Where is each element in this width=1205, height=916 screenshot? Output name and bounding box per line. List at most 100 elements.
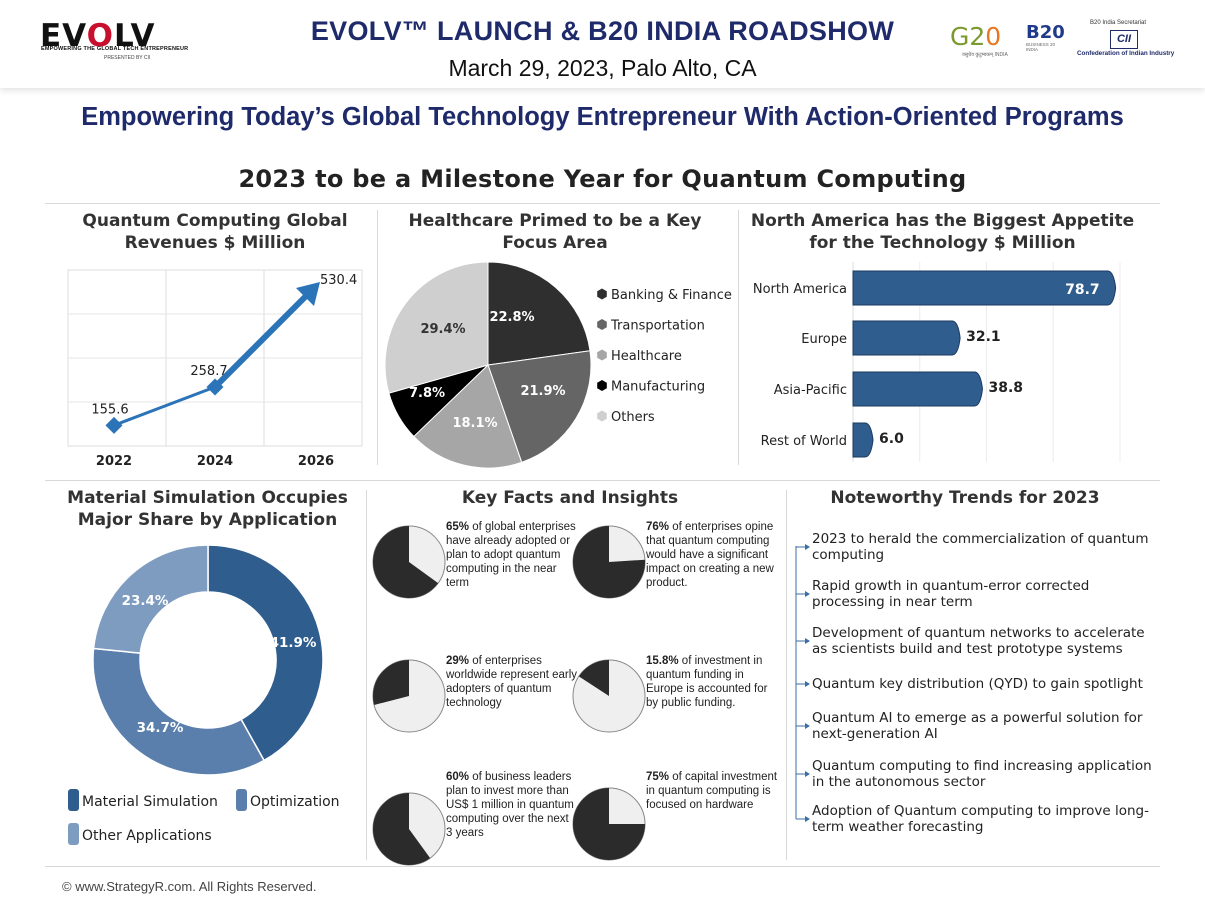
arrow-icon: [805, 681, 810, 687]
fact-pie-share: [573, 526, 645, 598]
pie-label-4: 29.4%: [420, 322, 465, 337]
legend-marker-3: [597, 380, 607, 391]
fact-description: of investment in quantum funding in Euro…: [646, 655, 768, 709]
legend-label-1: Transportation: [610, 319, 705, 334]
legend-marker-0: [597, 288, 607, 300]
pie-label-1: 21.9%: [520, 384, 565, 399]
bar-rest-of-world: [852, 422, 874, 458]
divider-top: [45, 203, 1160, 204]
y-tick-2: Asia-Pacific: [774, 383, 847, 398]
donut-legend-marker-2: [68, 823, 79, 845]
trend-item: Quantum AI to emerge as a powerful solut…: [812, 710, 1143, 742]
trend-item: Quantum key distribution (QYD) to gain s…: [812, 676, 1143, 692]
bar-value-1: 32.1: [966, 329, 1001, 345]
donut-slice-optimization: [92, 647, 266, 776]
fact-pie-share: [373, 660, 409, 705]
fact-pie-icon: [572, 787, 646, 861]
fact-text: 29% of enterprises worldwide represent e…: [446, 654, 578, 710]
fact-percentage: 75%: [646, 771, 670, 783]
bar-value-2: 38.8: [988, 380, 1023, 396]
evolv-logo: EVOLV: [40, 18, 156, 54]
healthcare-chart-title: Healthcare Primed to be a Key Focus Area: [408, 211, 702, 253]
bar-asia-pacific: [852, 371, 983, 407]
material-chart-title: Material Simulation Occupies Major Share …: [67, 488, 348, 530]
donut-label-2: 23.4%: [122, 593, 169, 609]
arrow-icon: [805, 771, 810, 777]
cii-logo: CII: [1110, 30, 1138, 49]
header-band: [0, 0, 1205, 88]
fact-text: 15.8% of investment in quantum funding i…: [646, 654, 778, 710]
trend-item: Development of quantum networks to accel…: [812, 625, 1145, 657]
fact-description: of business leaders plan to invest more …: [446, 771, 574, 839]
fact-pie-icon: [372, 792, 446, 866]
fact-text: 75% of capital investment in quantum com…: [646, 770, 778, 812]
revenue-chart-title: Quantum Computing Global Revenues $ Milli…: [82, 211, 348, 253]
pie-label-0: 22.8%: [489, 310, 534, 325]
fact-card: 29% of enterprises worldwide represent e…: [366, 649, 581, 769]
fact-percentage: 76%: [646, 521, 670, 533]
fact-description: of enterprises worldwide represent early…: [446, 655, 578, 709]
donut-slice-material-simulation: [207, 544, 324, 762]
infographic-title: 2023 to be a Milestone Year for Quantum …: [238, 165, 967, 193]
x-tick-2026: 2026: [298, 454, 334, 469]
fact-card: 60% of business leaders plan to invest m…: [366, 765, 581, 885]
legend-marker-4: [597, 410, 607, 422]
copyright-footer: © www.StrategyR.com. All Rights Reserved…: [62, 879, 317, 894]
revenue-arrow-head: [296, 282, 320, 306]
trends-connector: [795, 544, 810, 822]
value-label-2026: 530.4: [320, 273, 357, 288]
divider-bottom: [45, 866, 1160, 867]
divider-v1: [377, 210, 378, 465]
pie-slice-others: [384, 261, 489, 394]
revenue-line-segment: [113, 385, 216, 427]
fact-pie-share: [573, 788, 645, 860]
trend-item: 2023 to herald the commercialization of …: [812, 531, 1149, 563]
legend-label-2: Healthcare: [611, 349, 682, 364]
value-label-2022: 155.6: [91, 402, 128, 417]
divider-v3: [366, 490, 367, 860]
donut-legend-label-2: Other Applications: [82, 828, 212, 844]
industry-pie-chart: 22.8% 21.9% 18.1% 7.8% 29.4% Banking & Financ…: [384, 261, 732, 469]
arrow-icon: [805, 544, 810, 550]
fact-percentage: 65%: [446, 521, 470, 533]
fact-pie-share: [578, 660, 609, 696]
fact-description: of capital investment in quantum computi…: [646, 771, 778, 811]
fact-text: 60% of business leaders plan to invest m…: [446, 770, 578, 840]
b20-logo: B20: [1026, 22, 1065, 43]
revenue-arrow-segment: [212, 291, 311, 390]
fact-pie-share: [373, 526, 439, 598]
cii-secretariat-label: B20 India Secretariat: [1090, 20, 1147, 26]
legend-label-0: Banking & Finance: [611, 288, 732, 303]
divider-middle: [45, 480, 1160, 481]
pie-label-3: 7.8%: [409, 386, 445, 401]
pie-slice-banking-finance: [487, 261, 591, 366]
evolv-presented-by: PRESENTED BY CII: [104, 55, 151, 61]
legend-label-4: Others: [611, 410, 655, 425]
bar-europe: [852, 320, 961, 356]
legend-marker-1: [597, 319, 607, 330]
fact-text: 76% of enterprises opine that quantum co…: [646, 520, 778, 590]
pie-slice-transportation: [487, 350, 592, 463]
bar-north-america: [852, 270, 1117, 306]
fact-card: 15.8% of investment in quantum funding i…: [566, 649, 781, 769]
arrow-icon: [805, 591, 810, 597]
donut-legend-label-1: Optimization: [250, 794, 340, 810]
donut-legend-marker-0: [68, 789, 79, 811]
arrow-icon: [805, 723, 810, 729]
pie-label-2: 18.1%: [452, 416, 497, 431]
trends-title: Noteworthy Trends for 2023: [830, 488, 1100, 508]
fact-percentage: 15.8%: [646, 655, 679, 667]
cii-name: Confederation of Indian Industry: [1077, 50, 1175, 57]
bar-value-3: 6.0: [879, 431, 904, 447]
key-facts-grid: 65% of global enterprises have already a…: [366, 515, 786, 866]
data-point-2022: [105, 416, 123, 434]
trend-item: Quantum computing to find increasing app…: [812, 758, 1152, 790]
fact-card: 65% of global enterprises have already a…: [366, 515, 581, 635]
evolv-tagline: EMPOWERING THE GLOBAL TECH ENTREPRENEUR: [41, 46, 189, 52]
divider-v4: [786, 490, 787, 860]
divider-v2: [738, 210, 739, 465]
b20-logo-subtext: BUSINESS 20 INDIA: [1026, 42, 1056, 52]
y-tick-3: Rest of World: [761, 434, 847, 449]
value-label-2024: 258.7: [190, 364, 227, 379]
fact-description: of enterprises opine that quantum comput…: [646, 521, 774, 589]
